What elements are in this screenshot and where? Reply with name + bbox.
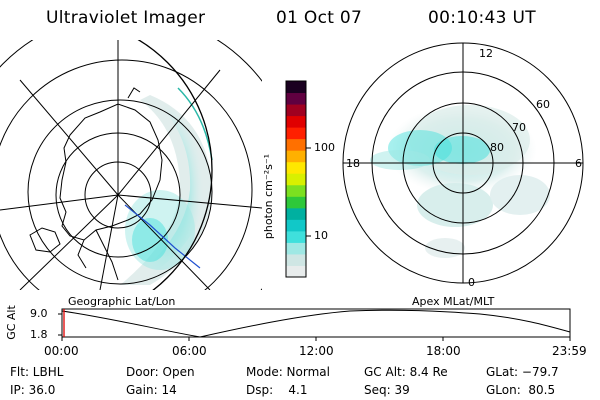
colorbar-tick-10: 10 — [314, 229, 328, 242]
ip-info: IP: 36.0 — [10, 383, 56, 397]
colorbar-swatch — [286, 104, 306, 117]
colorbar-swatch — [286, 115, 306, 128]
colorbar — [286, 81, 306, 278]
colorbar-swatch — [286, 207, 306, 220]
instrument-title: Ultraviolet Imager — [46, 8, 206, 28]
colorbar-swatch — [286, 242, 306, 255]
gain-info: Gain: 14 — [126, 383, 177, 397]
colorbar-swatch — [286, 138, 306, 151]
altitude-xtick-1: 06:00 — [172, 344, 207, 358]
filter-info: Flt: LBHL — [10, 365, 64, 379]
altitude-ytick-low: 1.8 — [30, 328, 48, 341]
glat-info: GLat: −79.7 — [486, 365, 559, 379]
altitude-xtick-3: 18:00 — [426, 344, 461, 358]
colorbar-frame — [285, 80, 307, 278]
colorbar-swatch — [286, 230, 306, 243]
date-label: 01 Oct 07 — [276, 8, 363, 28]
seq-info: Seq: 39 — [364, 383, 410, 397]
left-panel-label: Geographic Lat/Lon — [68, 295, 176, 308]
lat-label-60: 60 — [536, 98, 550, 111]
colorbar-swatch — [286, 173, 306, 186]
time-label: 00:10:43 UT — [428, 8, 536, 28]
geographic-map — [0, 40, 262, 290]
lat-label-70: 70 — [512, 121, 526, 134]
glon-info: GLon: 80.5 — [486, 383, 556, 397]
door-info: Door: Open — [126, 365, 195, 379]
colorbar-swatch — [286, 150, 306, 163]
colorbar-tick-100: 100 — [314, 141, 335, 154]
mlt-label-0: 0 — [468, 276, 475, 289]
altitude-xtick-4: 23:59 — [552, 344, 587, 358]
altitude-plot — [58, 308, 571, 341]
colorbar-unit-label: photon cm⁻²s⁻¹ — [262, 153, 276, 240]
colorbar-swatch — [286, 253, 306, 266]
colorbar-swatch — [286, 92, 306, 105]
colorbar-swatch — [286, 196, 306, 209]
altitude-xtick-0: 00:00 — [44, 344, 79, 358]
mlt-label-12: 12 — [479, 47, 493, 60]
dsp-info: Dsp: 4.1 — [246, 383, 308, 397]
altitude-xtick-2: 12:00 — [299, 344, 334, 358]
mode-info: Mode: Normal — [246, 365, 330, 379]
colorbar-swatch — [286, 161, 306, 174]
mlt-label-18: 18 — [346, 157, 360, 170]
colorbar-swatch — [286, 184, 306, 197]
colorbar-swatch — [286, 265, 306, 278]
colorbar-swatch — [286, 219, 306, 232]
polar-map — [342, 42, 584, 284]
gcalt-info: GC Alt: 8.4 Re — [364, 365, 448, 379]
right-panel-label: Apex MLat/MLT — [412, 295, 495, 308]
altitude-ytick-high: 9.0 — [30, 307, 48, 320]
colorbar-swatch — [286, 127, 306, 140]
lat-label-80: 80 — [490, 141, 504, 154]
altitude-ylabel: GC Alt — [4, 305, 18, 340]
mlt-label-6: 6 — [575, 157, 582, 170]
colorbar-swatch — [286, 81, 306, 94]
